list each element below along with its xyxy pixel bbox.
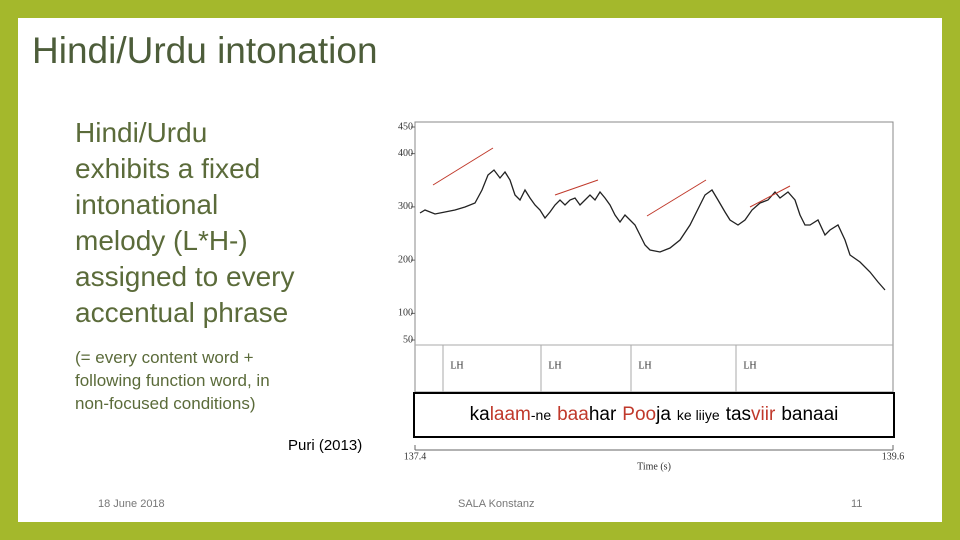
word: baahar: [557, 404, 616, 426]
rise-lines: [432, 147, 791, 217]
x-axis-label: Time (s): [637, 461, 671, 472]
y-tick-label: 300: [398, 201, 413, 212]
citation: Puri (2013): [288, 437, 363, 454]
syllable: ke liiye: [676, 407, 720, 423]
footer-date: 18 June 2018: [98, 498, 165, 510]
stressed-syllable: laam: [489, 404, 531, 425]
stressed-syllable: viir: [751, 404, 776, 425]
x-tick-label: 139.6: [882, 451, 905, 462]
syllable: -ne: [530, 407, 552, 423]
plot-frame: [414, 121, 894, 393]
word: tasviir: [726, 404, 776, 426]
syllable: har: [588, 404, 617, 425]
y-tick-label: 450: [398, 121, 413, 132]
tone-label: LH: [743, 360, 756, 371]
sub-bullet-line: following function word, in: [75, 371, 270, 390]
bullet-line: intonational: [75, 189, 219, 220]
y-tick-label: 50: [403, 334, 413, 345]
stressed-syllable: baa: [557, 404, 589, 425]
syllable: tas: [725, 404, 752, 425]
pitch-contour: [419, 169, 886, 291]
syllable: banaai: [781, 404, 839, 425]
y-tick-label: 400: [398, 148, 413, 159]
bullet-line: melody (L*H-): [75, 225, 248, 256]
bullet-line: Hindi/Urdu: [75, 117, 208, 148]
word-tier: kalaam-ne baahar Pooja ke liiye tasviir banaa…: [413, 392, 895, 438]
rise-line: [646, 179, 707, 217]
tone-label: LH: [450, 360, 463, 371]
y-tick-label: 100: [398, 308, 413, 319]
y-tick-label: 200: [398, 254, 413, 265]
page-number: 11: [851, 498, 863, 510]
tone-label: LH: [638, 360, 651, 371]
bullet-line: assigned to every: [75, 261, 295, 292]
word: banaai: [781, 404, 838, 426]
footer-center: SALA Konstanz: [458, 498, 535, 510]
rise-line: [749, 185, 791, 208]
sub-bullet-line: non-focused conditions): [75, 394, 256, 413]
sub-bullet-line: (= every content word +: [75, 348, 254, 367]
word: Pooja: [622, 404, 671, 426]
slide-body: [18, 18, 942, 522]
word: ke liiye: [677, 404, 720, 426]
word: kalaam-ne: [470, 404, 552, 426]
tone-label: LH: [548, 360, 561, 371]
rise-line: [554, 179, 599, 196]
stressed-syllable: Poo: [622, 404, 657, 425]
x-tick-label: 137.4: [404, 451, 427, 462]
bullet-line: accentual phrase: [75, 297, 289, 328]
rise-line: [432, 147, 494, 186]
bullet-line: exhibits a fixed: [75, 153, 261, 184]
syllable: ka: [469, 404, 490, 425]
slide-title: Hindi/Urdu intonation: [32, 30, 378, 71]
syllable: ja: [656, 404, 671, 425]
